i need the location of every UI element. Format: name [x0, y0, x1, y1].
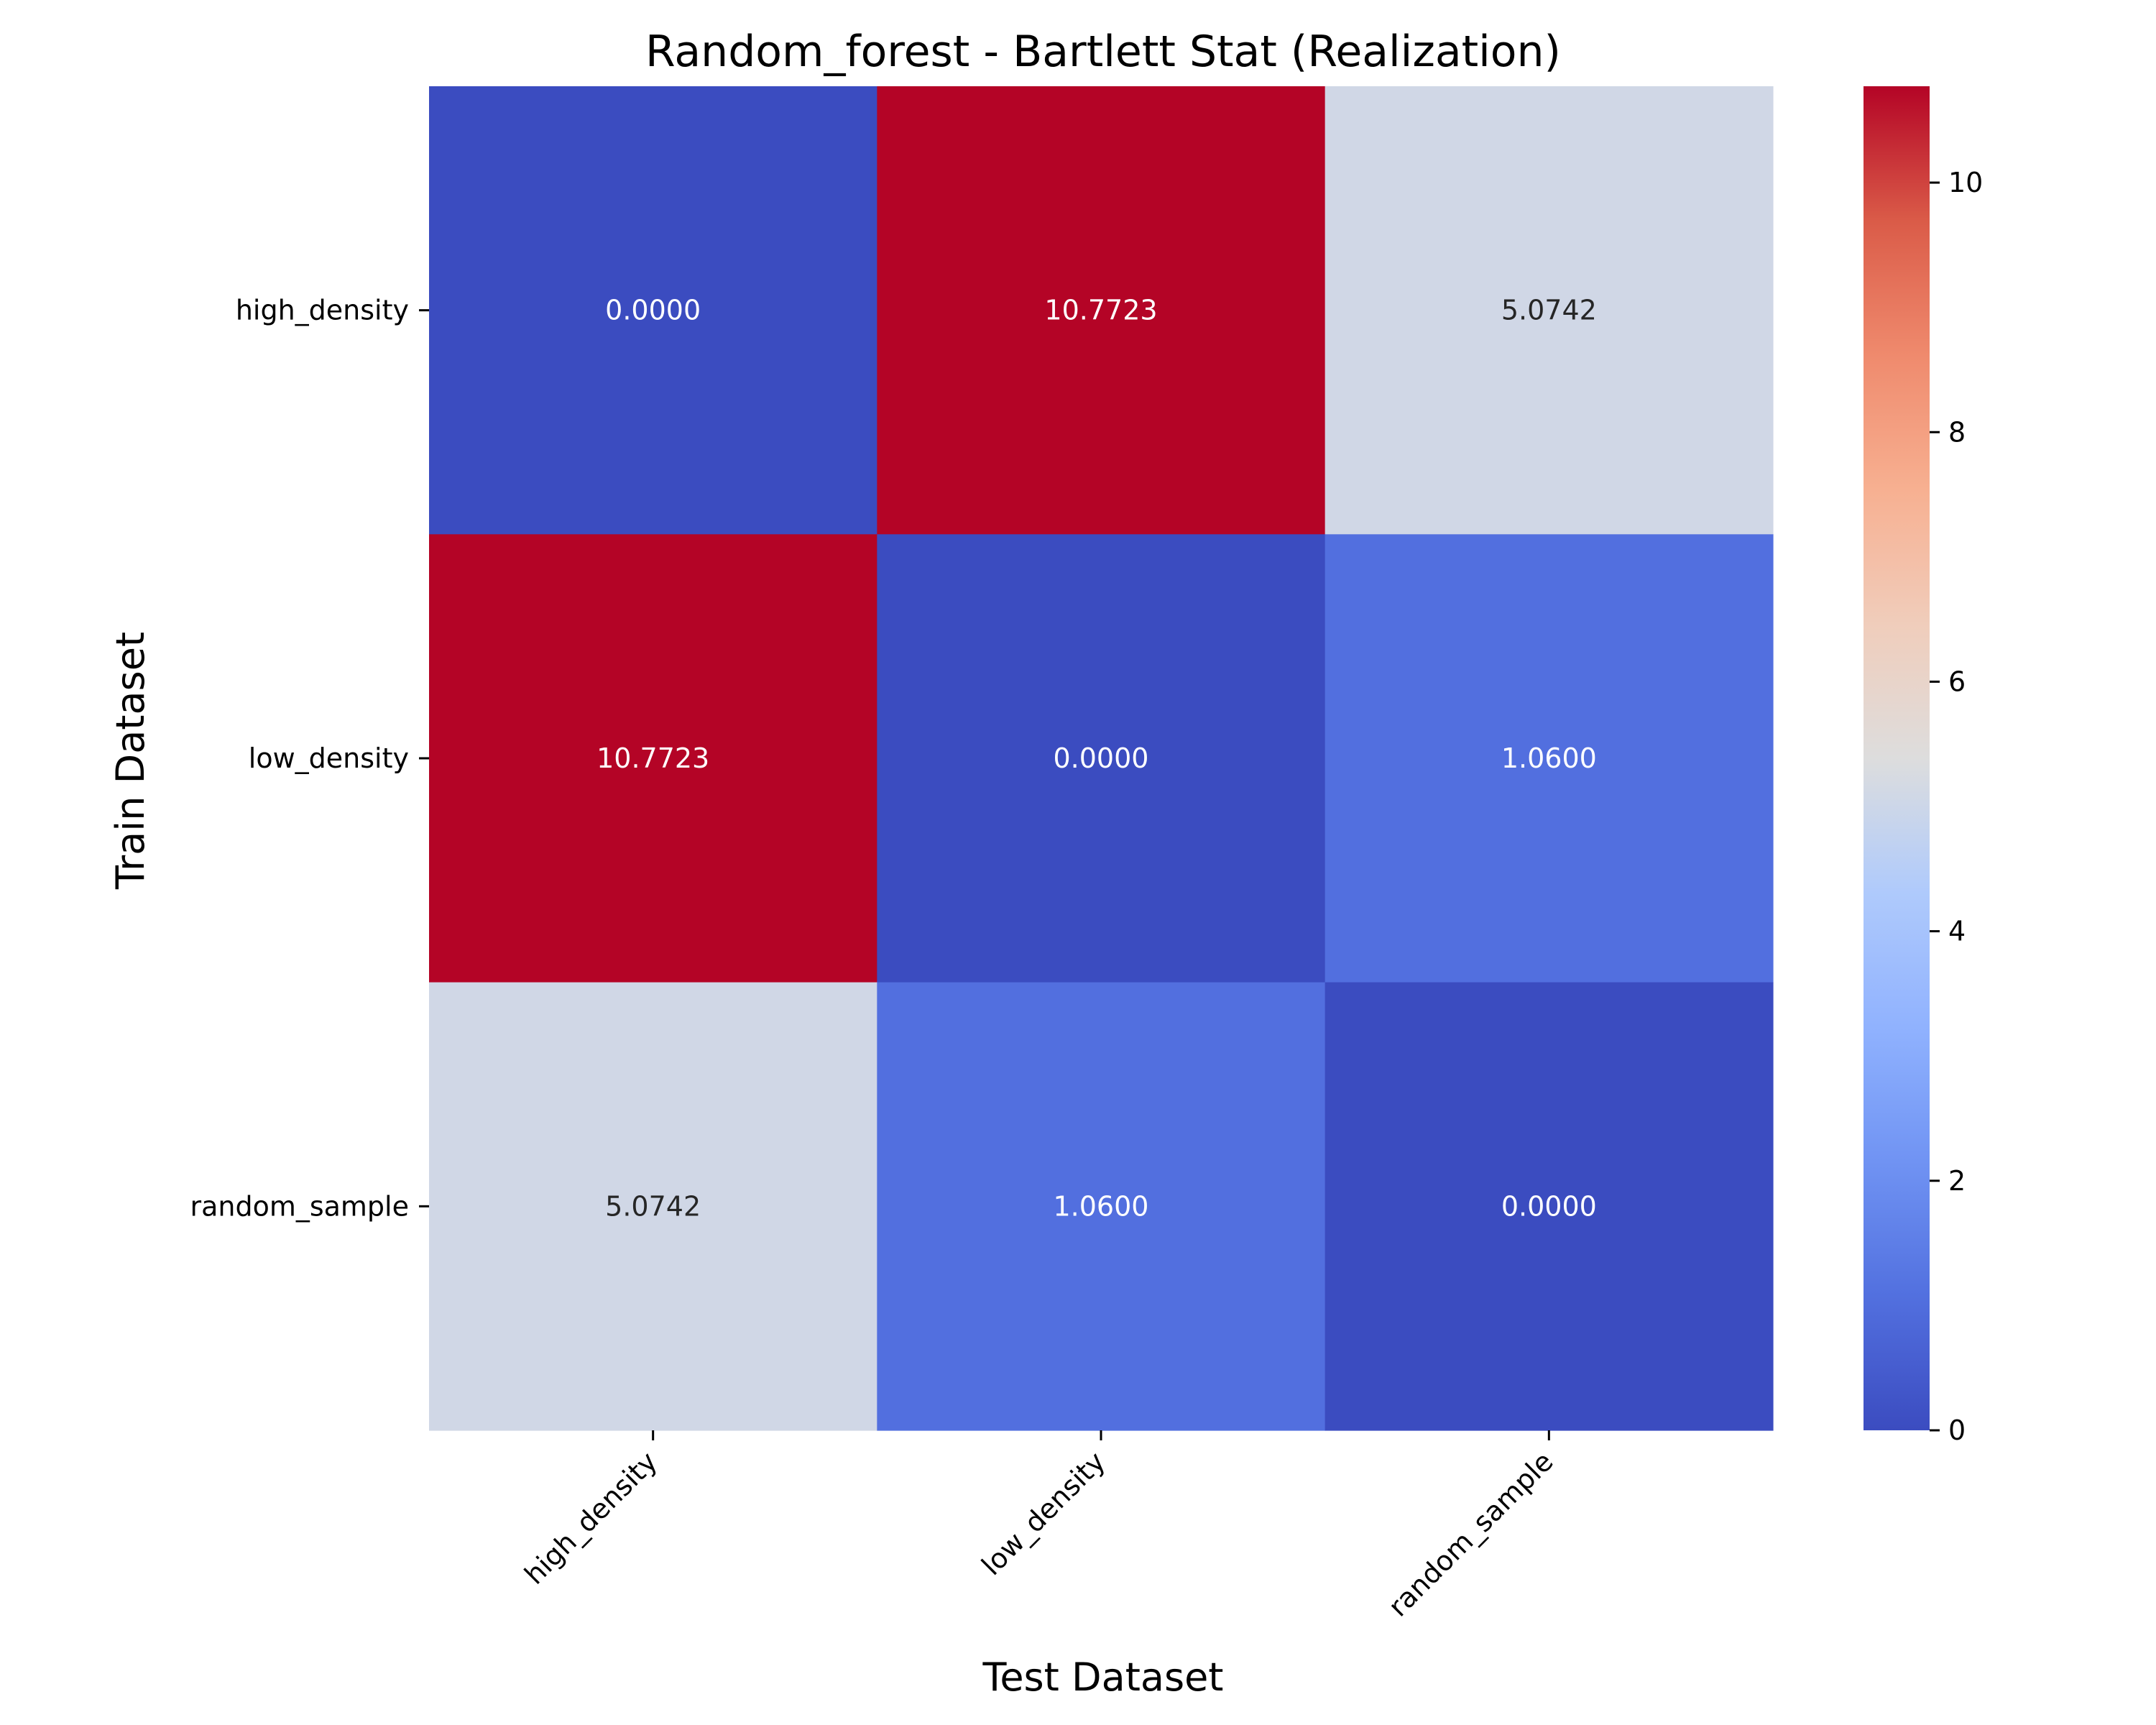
cell-value-label-1-2: 1.0600	[1501, 742, 1597, 774]
colorbar: 0 2 4 6 8 10	[1864, 86, 1983, 1446]
heatmap-cell-2-0	[429, 982, 877, 1431]
colorbar-tick-label-1: 2	[1948, 1165, 1966, 1197]
cell-value-label-1-1: 0.0000	[1054, 742, 1149, 774]
cell-value-label-0-1: 10.7723	[1044, 295, 1157, 326]
y-axis-label: Train Dataset	[108, 632, 153, 890]
cell-value-label-0-0: 0.0000	[605, 295, 701, 326]
heatmap-cell-2-1	[877, 982, 1326, 1431]
heatmap-cell-0-1	[877, 86, 1326, 535]
heatmap-cell-2-2	[1325, 982, 1774, 1431]
colorbar-tick-label-3: 6	[1948, 666, 1966, 697]
cell-value-label-1-0: 10.7723	[596, 742, 709, 774]
heatmap-cell-1-2	[1325, 534, 1774, 983]
x-axis-label: Test Dataset	[982, 1655, 1224, 1700]
colorbar-gradient	[1864, 86, 1930, 1430]
heatmap-cells	[429, 86, 1774, 1431]
cell-value-label-2-0: 5.0742	[605, 1190, 701, 1222]
colorbar-tick-label-4: 8	[1948, 416, 1966, 448]
x-tick-label-1: low_density	[975, 1445, 1111, 1581]
cell-value-label-2-1: 1.0600	[1054, 1190, 1149, 1222]
heatmap-cell-labels: 0.0000 10.7723 5.0742 10.7723 0.0000 1.0600 5.…	[596, 295, 1597, 1223]
y-axis-ticks: high_density low_density random_sample	[190, 295, 429, 1222]
cell-value-label-0-2: 5.0742	[1501, 295, 1597, 326]
heatmap-cell-0-0	[429, 86, 877, 535]
y-tick-label-1: low_density	[249, 742, 409, 774]
heatmap-cell-0-2	[1325, 86, 1774, 535]
y-tick-label-2: random_sample	[190, 1190, 409, 1222]
x-tick-label-0: high_density	[518, 1445, 663, 1591]
colorbar-tick-label-2: 4	[1948, 916, 1966, 947]
heatmap-cell-1-0	[429, 534, 877, 983]
colorbar-ticks: 0 2 4 6 8 10	[1930, 167, 1983, 1446]
colorbar-tick-label-0: 0	[1948, 1414, 1966, 1446]
colorbar-tick-label-5: 10	[1948, 167, 1983, 198]
y-tick-label-0: high_density	[236, 295, 409, 326]
x-tick-label-2: random_sample	[1382, 1445, 1559, 1622]
chart-title: Random_forest - Bartlett Stat (Realizati…	[645, 27, 1561, 77]
x-axis-ticks: high_density low_density random_sample	[518, 1430, 1560, 1623]
heatmap-cell-1-1	[877, 534, 1326, 983]
cell-value-label-2-2: 0.0000	[1501, 1190, 1597, 1222]
